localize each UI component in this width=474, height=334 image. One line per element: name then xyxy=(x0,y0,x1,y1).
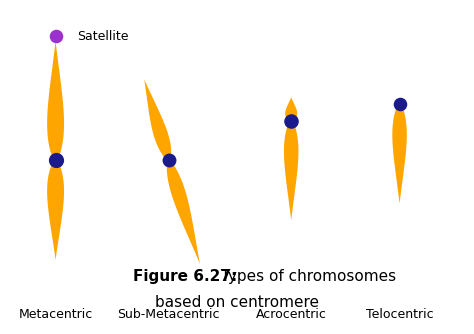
Point xyxy=(52,158,59,163)
Point xyxy=(52,33,59,39)
Polygon shape xyxy=(285,98,297,121)
Text: Satellite: Satellite xyxy=(77,30,128,43)
Polygon shape xyxy=(167,160,200,264)
Text: Figure 6.27:: Figure 6.27: xyxy=(133,269,237,284)
Point xyxy=(165,158,173,163)
Text: Acrocentric: Acrocentric xyxy=(256,308,327,321)
Polygon shape xyxy=(47,160,64,260)
Text: Types of chromosomes: Types of chromosomes xyxy=(216,269,396,284)
Text: Telocentric: Telocentric xyxy=(366,308,433,321)
Polygon shape xyxy=(144,79,171,161)
Polygon shape xyxy=(284,121,299,220)
Text: based on centromere: based on centromere xyxy=(155,295,319,310)
Polygon shape xyxy=(392,104,407,203)
Text: Metacentric: Metacentric xyxy=(18,308,93,321)
Point xyxy=(396,102,403,107)
Point xyxy=(287,118,295,123)
Text: Sub-Metacentric: Sub-Metacentric xyxy=(118,308,220,321)
Polygon shape xyxy=(47,41,64,160)
